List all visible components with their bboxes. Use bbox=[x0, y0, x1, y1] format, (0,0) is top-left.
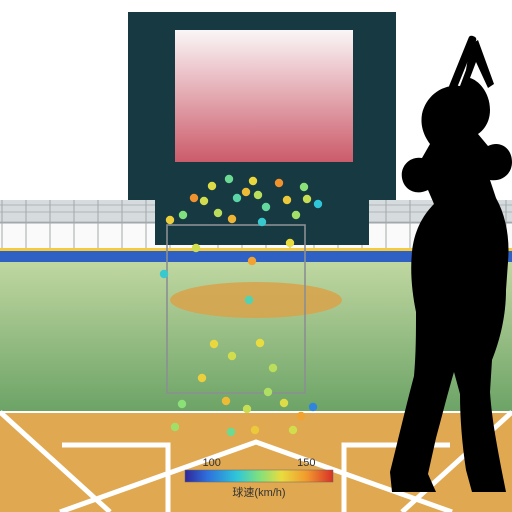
legend-tick: 100 bbox=[202, 457, 220, 469]
pitch-dot bbox=[275, 179, 283, 187]
pitch-dot bbox=[178, 400, 186, 408]
legend-label: 球速(km/h) bbox=[232, 485, 285, 499]
pitch-dot bbox=[228, 352, 236, 360]
pitch-dot bbox=[210, 340, 218, 348]
pitch-dot bbox=[171, 423, 179, 431]
pitch-dot bbox=[225, 175, 233, 183]
pitch-dot bbox=[314, 200, 322, 208]
pitch-dot bbox=[280, 399, 288, 407]
pitch-location-chart: 100 150 球速(km/h) bbox=[0, 0, 512, 512]
pitch-dot bbox=[289, 426, 297, 434]
pitch-dot bbox=[190, 194, 198, 202]
pitch-dot bbox=[269, 364, 277, 372]
pitch-dot bbox=[179, 211, 187, 219]
pitch-dot bbox=[292, 211, 300, 219]
pitch-dot bbox=[166, 216, 174, 224]
pitch-dot bbox=[208, 182, 216, 190]
legend-tick: 150 bbox=[297, 457, 315, 469]
pitch-dot bbox=[256, 339, 264, 347]
pitch-dot bbox=[245, 296, 253, 304]
pitch-dot bbox=[248, 257, 256, 265]
pitch-dot bbox=[297, 412, 305, 420]
pitch-dot bbox=[160, 270, 168, 278]
pitch-dot bbox=[233, 194, 241, 202]
pitch-dot bbox=[249, 177, 257, 185]
pitch-dot bbox=[262, 203, 270, 211]
pitch-dot bbox=[264, 388, 272, 396]
pitch-dot bbox=[200, 197, 208, 205]
pitch-dot bbox=[242, 188, 250, 196]
pitch-dot bbox=[300, 183, 308, 191]
pitch-dot bbox=[198, 374, 206, 382]
pitch-dot bbox=[303, 195, 311, 203]
pitch-dot bbox=[283, 196, 291, 204]
pitch-dot bbox=[227, 428, 235, 436]
pitch-dot bbox=[243, 405, 251, 413]
pitch-dot bbox=[309, 403, 317, 411]
pitch-dot bbox=[214, 209, 222, 217]
pitch-dot bbox=[251, 426, 259, 434]
pitch-dot bbox=[258, 218, 266, 226]
pitch-dot bbox=[254, 191, 262, 199]
pitch-dot bbox=[228, 215, 236, 223]
pitch-dot bbox=[222, 397, 230, 405]
pitch-dot bbox=[192, 244, 200, 252]
pitch-dot bbox=[286, 239, 294, 247]
